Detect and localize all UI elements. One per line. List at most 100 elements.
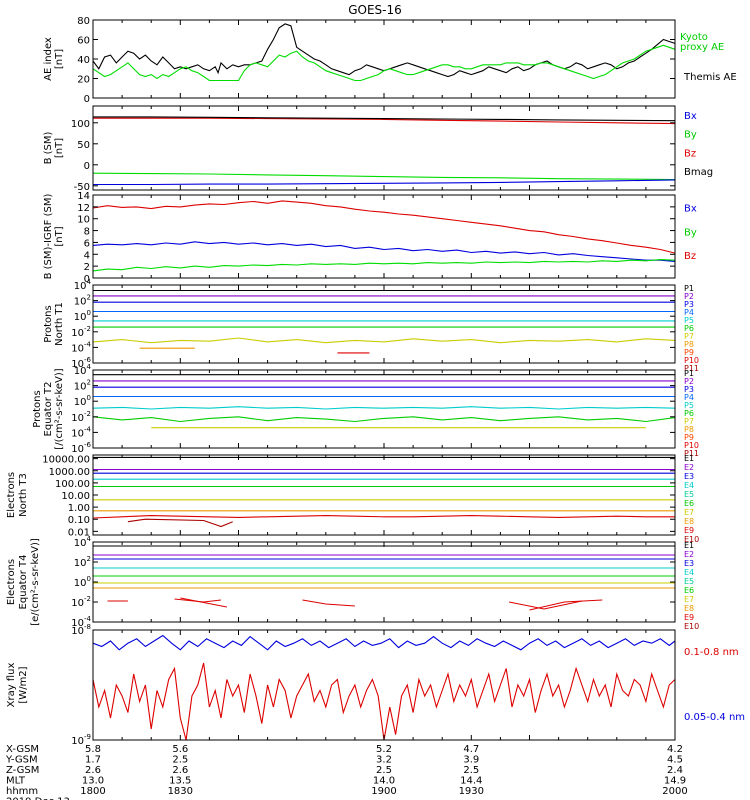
y-axis-label: [nT] (54, 138, 65, 158)
y-axis-label: North T3 (18, 473, 29, 517)
x-row-value: 2000 (662, 786, 687, 797)
x-row-value: 2.5 (463, 765, 479, 776)
legend-entry: E3 (684, 559, 694, 568)
legend-entry: P2 (684, 292, 694, 301)
y-axis-label: [nT] (54, 49, 65, 69)
panel-frame (92, 19, 676, 99)
x-row-value: 14.9 (664, 776, 686, 787)
y-axis-label: Xray flux (6, 663, 17, 708)
y-tick-label: 10000.00 (42, 455, 90, 466)
x-row-value: 2.6 (85, 765, 101, 776)
series-bz (92, 200, 676, 254)
x-row-value: 1.7 (85, 755, 101, 766)
panel-frame (92, 541, 676, 623)
y-tick-label: 102 (74, 379, 91, 393)
y-tick-label: 8 (84, 227, 90, 238)
series-e9d (302, 599, 355, 607)
legend-entry: P1 (684, 369, 694, 378)
legend-entry: Bz (684, 148, 696, 159)
y-tick-label: 100 (74, 575, 91, 589)
legend-entry: E10 (684, 535, 699, 544)
legend-entry: E9 (684, 613, 694, 622)
x-row-value: 5.8 (85, 744, 101, 755)
legend-entry: P10 (684, 356, 699, 365)
legend-entry: proxy AE (680, 42, 724, 53)
y-tick-label: 100.00 (55, 479, 90, 490)
x-row-value: 14.4 (460, 776, 482, 787)
y-tick-label: 60 (77, 36, 90, 47)
y-axis-label: Electrons (6, 472, 17, 518)
legend-entry: P5 (684, 401, 694, 410)
legend-entry: 0.05-0.4 nm (684, 712, 745, 723)
legend-entry: E8 (684, 517, 694, 526)
legend-entry: P8 (684, 425, 694, 434)
y-tick-label: 10-4 (71, 425, 91, 439)
y-tick-label: 10-9 (71, 733, 91, 747)
y-tick-label: 10-8 (71, 623, 91, 637)
legend-entry: P1 (684, 284, 694, 293)
legend-entry: E6 (684, 499, 694, 508)
series-e9f (529, 599, 603, 611)
legend-entry: E2 (684, 463, 694, 472)
x-row-value: 1800 (80, 786, 105, 797)
legend-entry: P9 (684, 348, 694, 357)
x-row-value: 14.0 (373, 776, 395, 787)
series-bmag (93, 116, 676, 122)
legend-entry: P11 (684, 449, 699, 458)
series-0-1-0-8-nm (92, 662, 676, 741)
legend-entry: Themis AE (683, 72, 737, 83)
panel-2: -50 0 50 100 B (SM) [nT] Bx By Bz Bmag (43, 105, 713, 193)
legend-entry: E6 (684, 586, 694, 595)
legend-entry: E1 (684, 454, 694, 463)
series-bx (92, 241, 676, 262)
legend-entry: P10 (684, 441, 699, 450)
y-tick-label: 102 (74, 555, 91, 569)
legend-entry: P5 (684, 316, 694, 325)
y-tick-label: 4 (84, 250, 90, 261)
panel-7: 104 102 100 10-2 10-4 Electrons Equator T4 [e/(… (6, 535, 699, 631)
y-tick-label: 10-2 (71, 410, 91, 424)
y-tick-label: 14 (77, 191, 90, 202)
x-row-value: 3.2 (376, 755, 392, 766)
y-tick-label: 100 (74, 394, 91, 408)
x-row-value: 3.9 (463, 755, 479, 766)
y-tick-label: 0 (84, 94, 90, 105)
y-axis-label: B (SM) (43, 131, 54, 164)
legend-entry: Bx (684, 111, 697, 122)
legend-entry: E2 (684, 550, 694, 559)
x-row-value: 4.5 (667, 755, 683, 766)
series-e9c (180, 597, 228, 608)
legend-entry: By (684, 130, 697, 141)
x-row-value: 5.2 (376, 744, 392, 755)
x-row-label: Y-GSM (5, 755, 38, 766)
date-label: 2019 Dec 13 (6, 797, 70, 800)
y-axis-label: B (SM)-IGRF (SM) (43, 194, 54, 280)
y-tick-label: 100 (71, 119, 90, 130)
y-tick-label: 102 (74, 294, 91, 308)
y-tick-label: 100 (74, 309, 91, 323)
x-row-label: MLT (6, 776, 26, 787)
panel-frame (92, 284, 676, 364)
x-row-value: 13.5 (169, 776, 191, 787)
y-tick-label: 50 (77, 140, 90, 151)
y-axis-label: AE index (43, 37, 54, 81)
legend-entry: P11 (684, 364, 699, 373)
legend-entry: P4 (684, 393, 694, 402)
series-by (92, 172, 676, 181)
y-tick-label: 104 (74, 278, 92, 292)
legend-entry: 0.1-0.8 nm (684, 647, 739, 658)
y-tick-label: 1.00 (68, 503, 90, 514)
legend-entry: E4 (684, 568, 694, 577)
x-row-value: 4.2 (667, 744, 683, 755)
y-axis-label: Protons (32, 390, 43, 427)
y-tick-label: 2 (84, 262, 90, 273)
y-tick-label: 104 (74, 363, 92, 377)
y-tick-label: 10 (77, 215, 90, 226)
series-e9 (127, 518, 233, 528)
legend-entry: E7 (684, 508, 694, 517)
series-bx (93, 179, 676, 186)
y-tick-label: 0.01 (68, 527, 90, 538)
